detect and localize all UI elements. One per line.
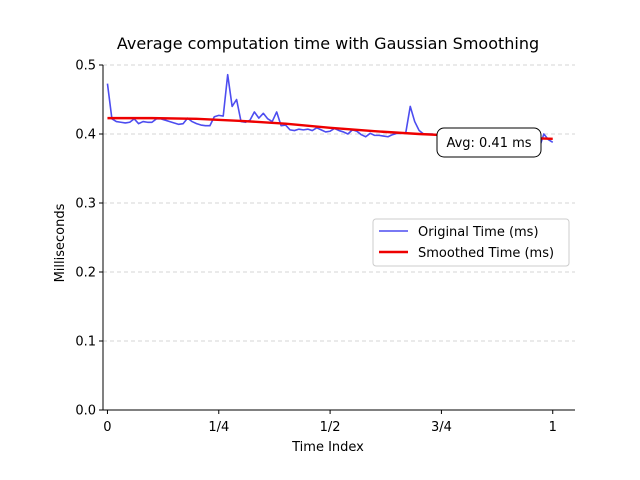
y-tick-label-5: 0.5 [75,59,96,74]
legend-frame [372,218,570,267]
legend-label-smoothed: Smoothed Time (ms) [418,246,554,261]
x-tick-label-1: 1/4 [208,420,229,435]
y-tick-label-3: 0.3 [75,197,96,212]
y-tick-label-1: 0.1 [75,335,96,350]
axes [102,65,575,411]
chart-title: Average computation time with Gaussian S… [117,34,539,53]
average-annotation: Avg: 0.41 ms [436,127,542,158]
x-tick-label-2: 1/2 [320,420,341,435]
y-axis-label: Milliseconds [53,203,68,282]
y-tick-label-0: 0.0 [75,404,96,419]
x-tick-label-4: 1 [549,420,557,435]
x-tick-label-0: 0 [103,420,111,435]
y-tick-label-2: 0.2 [75,266,96,281]
legend: Original Time (ms) Smoothed Time (ms) [372,218,570,267]
y-tick-label-4: 0.4 [75,128,96,143]
tick-labels: 0.0 0.1 0.2 0.3 0.4 0.5 0 1/4 1/2 3/4 1 [75,59,557,436]
annotation-box [436,127,542,158]
x-axis-label: Time Index [291,440,364,455]
annotation-text: Avg: 0.41 ms [446,136,531,151]
legend-label-original: Original Time (ms) [418,225,539,240]
x-tick-label-3: 3/4 [431,420,452,435]
